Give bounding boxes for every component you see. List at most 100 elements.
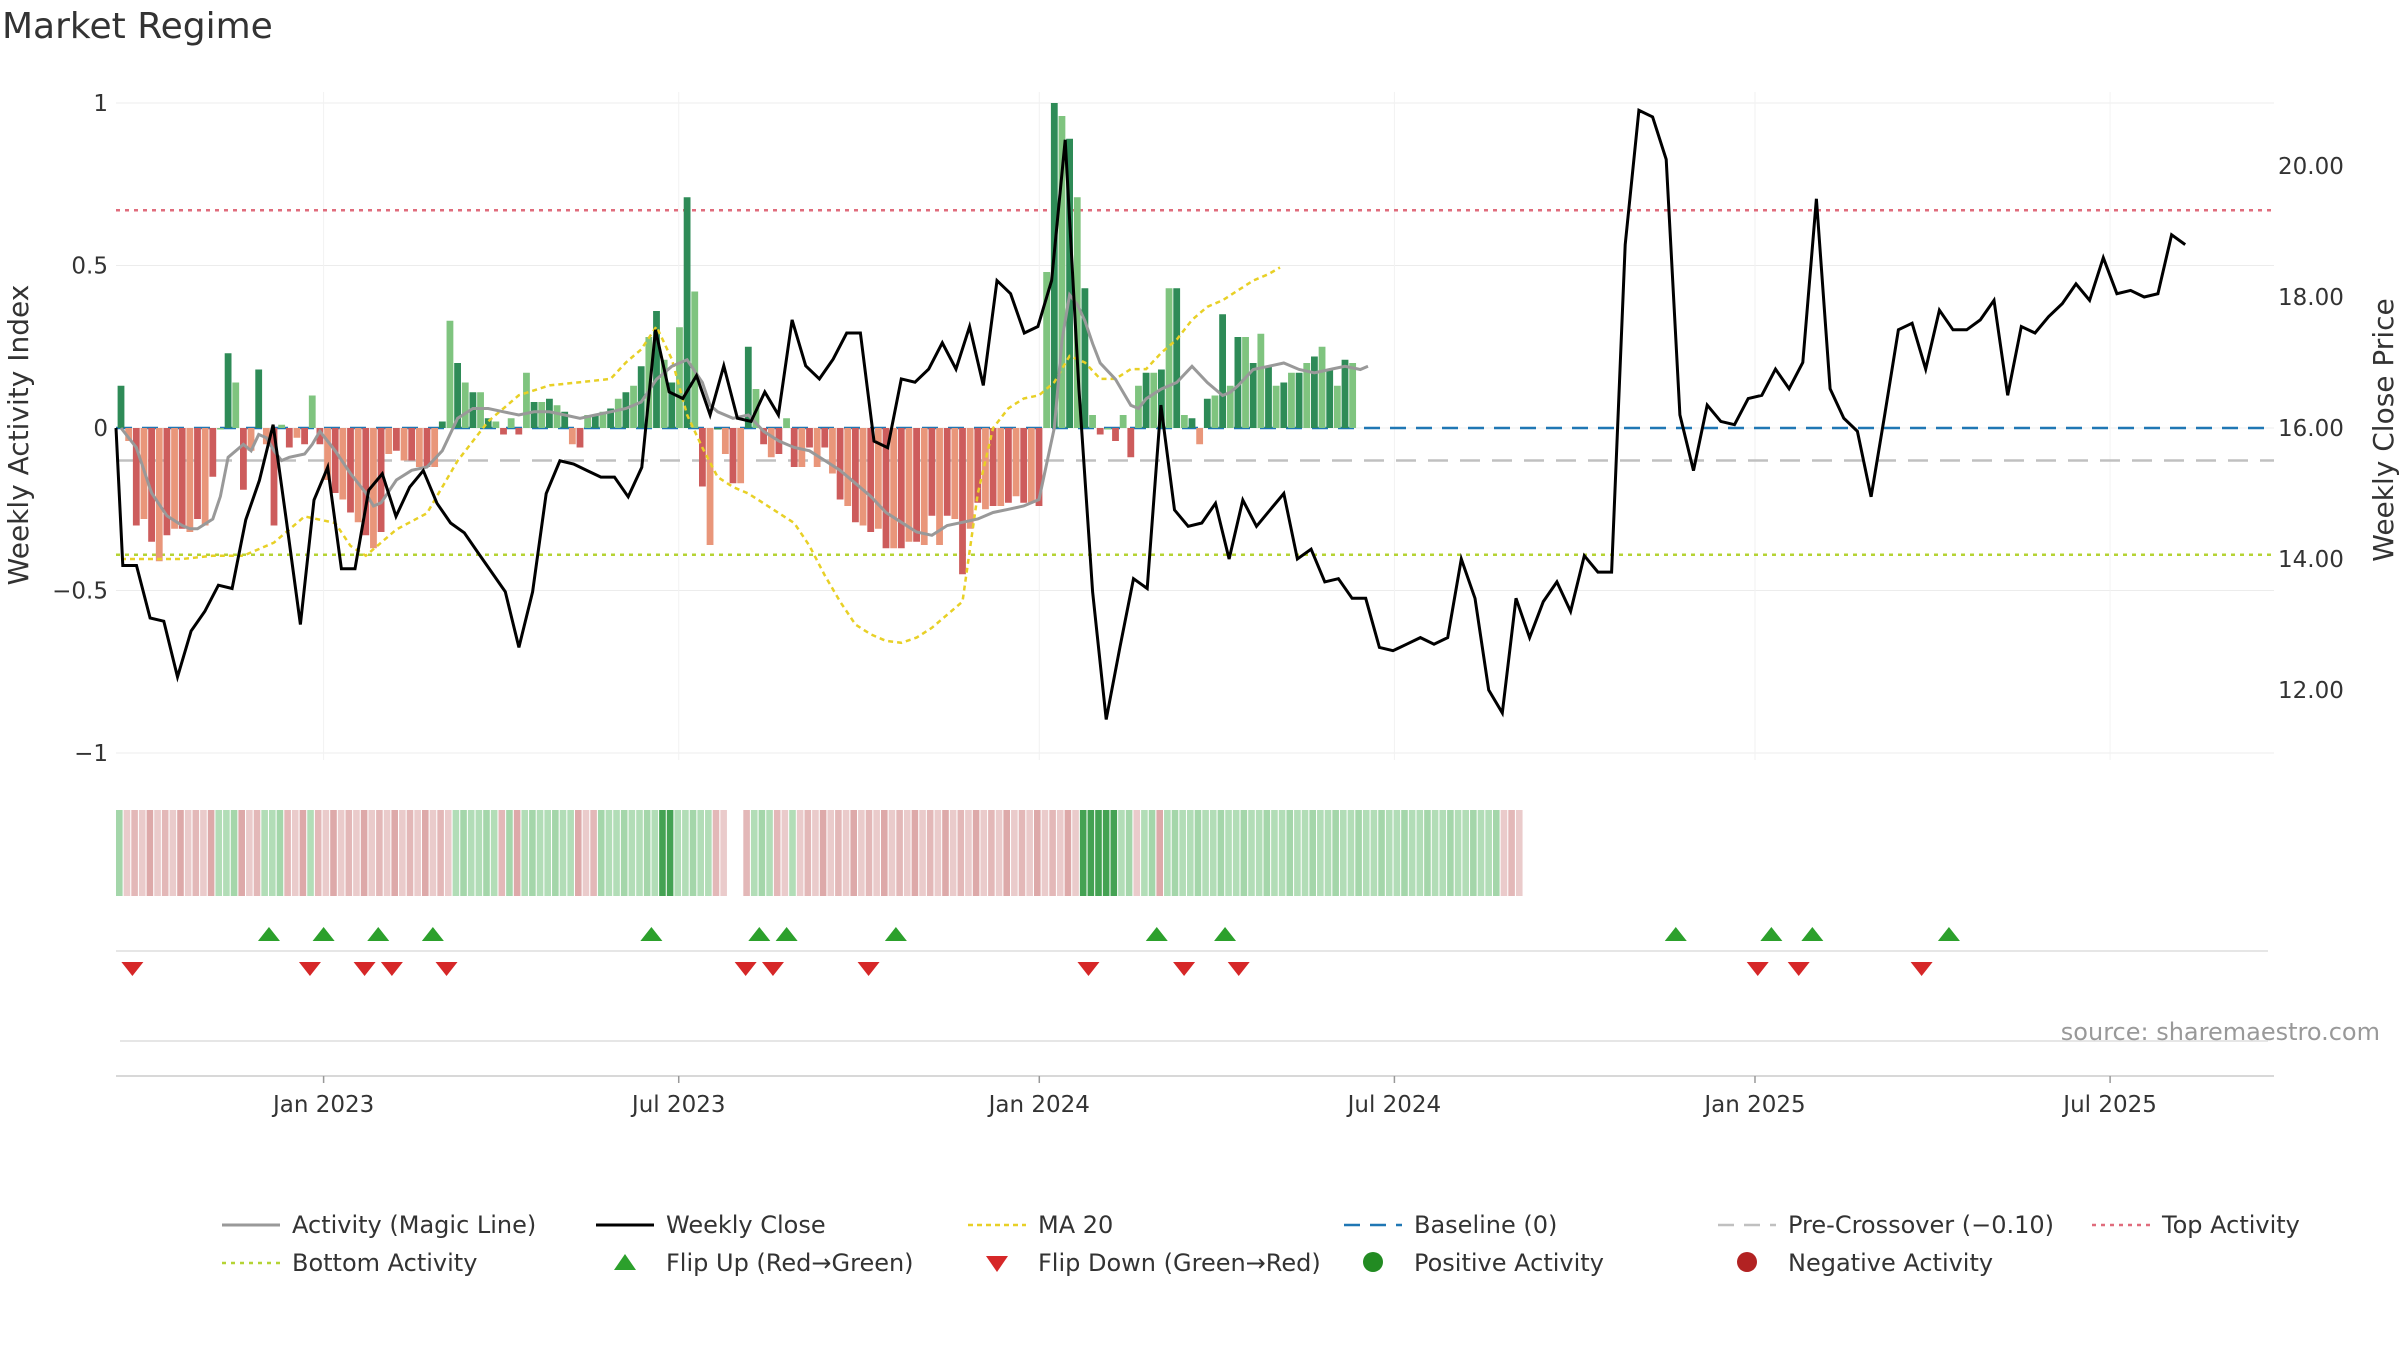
regime-cell — [804, 810, 812, 896]
activity-bar — [546, 398, 553, 428]
legend-item: Top Activity — [2092, 1211, 2300, 1239]
flip-up-marker — [257, 927, 280, 941]
regime-cell — [322, 810, 330, 896]
flip-down-marker — [1173, 962, 1196, 976]
regime-cell — [529, 810, 536, 896]
legend-label: Weekly Close — [666, 1211, 826, 1239]
flip-down-marker — [1746, 962, 1769, 976]
activity-bar — [1089, 415, 1096, 428]
activity-bar — [515, 428, 523, 435]
regime-cell — [1148, 810, 1156, 896]
regime-cell — [345, 810, 353, 896]
activity-bar — [974, 428, 982, 503]
regime-cell — [154, 810, 161, 896]
x-axis: Jan 2023 Jul 2023 Jan 2024 Jul 2024 Jan 2025… — [116, 1075, 2274, 1118]
activity-bar — [874, 428, 882, 529]
activity-bar — [836, 428, 844, 500]
regime-cell — [314, 810, 322, 896]
regime-cell — [743, 810, 750, 896]
activity-bar — [607, 408, 614, 428]
activity-bar — [1349, 363, 1357, 428]
x-tick-label: Jul 2023 — [630, 1092, 726, 1118]
legend-item: Negative Activity — [1737, 1249, 1993, 1277]
flip-up-marker — [421, 927, 444, 941]
regime-cell — [674, 810, 682, 896]
regime-cell — [1102, 810, 1110, 896]
activity-bar — [591, 415, 599, 428]
regime-cell — [1217, 810, 1225, 896]
activity-bar — [1280, 382, 1288, 428]
activity-bar — [951, 428, 959, 519]
activity-bar — [186, 428, 194, 532]
activity-bar — [1027, 428, 1035, 503]
x-tick-label: Jul 2025 — [2061, 1092, 2157, 1118]
activity-bar — [683, 197, 691, 428]
regime-cell — [575, 810, 582, 896]
regime-cell — [942, 810, 949, 896]
flip-up-marker — [1937, 927, 1960, 941]
activity-bar — [125, 428, 133, 441]
regime-cell — [1248, 810, 1255, 896]
activity-bar — [171, 428, 178, 529]
activity-bar — [1012, 428, 1020, 497]
activity-bar — [1303, 363, 1311, 428]
legend-label: Flip Up (Red→Green) — [666, 1249, 914, 1277]
regime-cell — [582, 810, 590, 896]
activity-bar — [1043, 272, 1051, 428]
activity-bar — [676, 327, 683, 428]
regime-cell — [169, 810, 177, 896]
regime-cell — [620, 810, 628, 896]
activity-bar — [1333, 385, 1341, 428]
y-left-tick-label: 0 — [93, 416, 108, 442]
regime-cell — [307, 810, 314, 896]
activity-bar — [1196, 428, 1204, 445]
flip-up-marker — [367, 927, 390, 941]
activity-bar — [767, 428, 775, 458]
regime-cell — [1470, 810, 1477, 896]
flip-down-marker — [1077, 962, 1100, 976]
regime-cell — [1355, 810, 1362, 896]
regime-cell — [1401, 810, 1408, 896]
activity-bar — [163, 428, 171, 536]
regime-cell — [1026, 810, 1033, 896]
activity-bar — [393, 428, 400, 451]
activity-bar — [209, 428, 217, 477]
activity-bar — [1318, 346, 1326, 428]
regime-cell — [1156, 810, 1163, 896]
regime-cell — [1508, 810, 1515, 896]
activity-bar — [1272, 385, 1280, 428]
regime-cell — [949, 810, 957, 896]
activity-bar — [1326, 369, 1334, 428]
regime-cell — [988, 810, 995, 896]
regime-cell — [697, 810, 704, 896]
regime-cell — [980, 810, 988, 896]
y-right-tick-label: 14.00 — [2278, 547, 2344, 573]
regime-cell — [567, 810, 574, 896]
regime-cell — [590, 810, 597, 896]
flip-down-marker — [734, 962, 757, 976]
activity-bar — [224, 353, 232, 428]
activity-bar — [316, 428, 324, 445]
activity-bar — [431, 428, 439, 467]
legend: Activity (Magic Line) Weekly Close MA 20 Ba… — [222, 1211, 2300, 1277]
regime-cell — [1194, 810, 1202, 896]
y-left-tick-label: −1 — [74, 741, 108, 767]
activity-bar — [148, 428, 155, 542]
activity-bar — [1203, 398, 1211, 428]
legend-item: MA 20 — [968, 1211, 1113, 1239]
regime-cell — [552, 810, 559, 896]
activity-bar — [484, 418, 492, 428]
activity-bar — [783, 418, 790, 428]
activity-bar — [1066, 138, 1073, 428]
regime-cell — [1408, 810, 1416, 896]
regime-cell — [1431, 810, 1439, 896]
regime-cell — [1294, 810, 1301, 896]
activity-bar — [331, 428, 339, 493]
regime-cell — [475, 810, 483, 896]
regime-cell — [1324, 810, 1332, 896]
regime-cell — [1378, 810, 1385, 896]
legend-label: Negative Activity — [1788, 1249, 1993, 1277]
legend-item: Weekly Close — [596, 1211, 826, 1239]
regime-cell — [750, 810, 758, 896]
regime-cell — [888, 810, 896, 896]
